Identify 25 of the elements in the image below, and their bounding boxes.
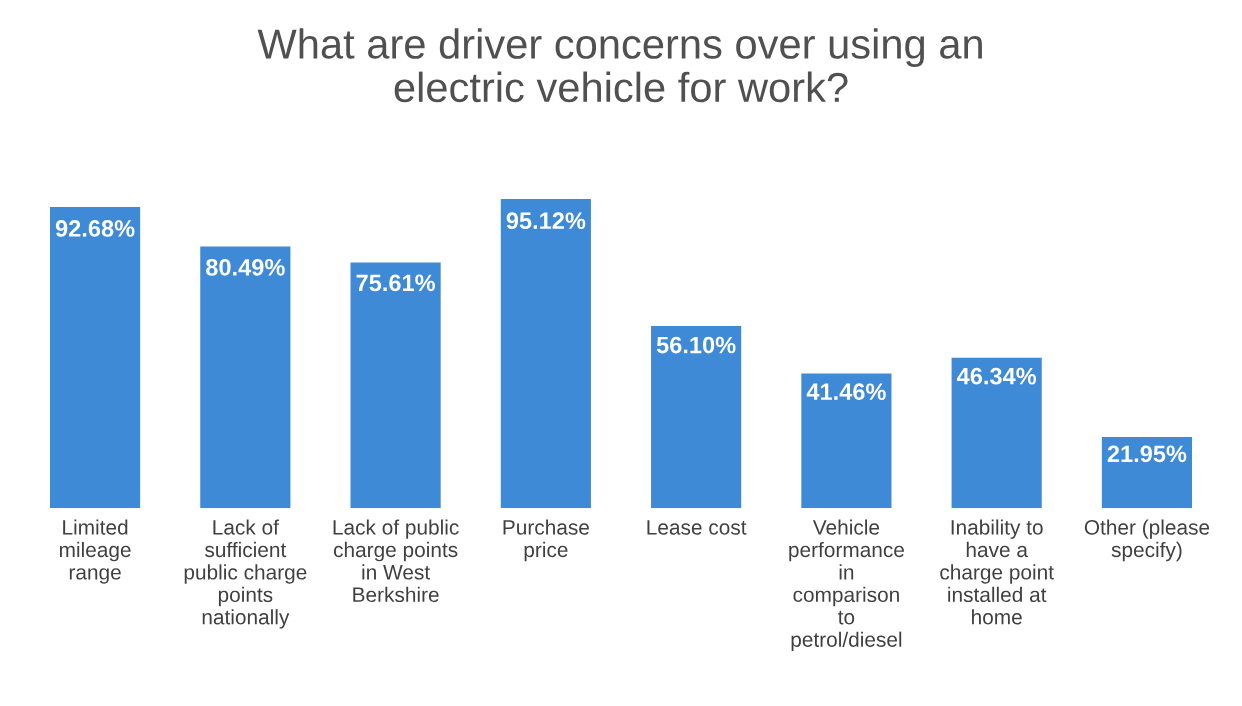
data-label: 41.46%	[806, 383, 886, 401]
bar	[350, 262, 441, 509]
data-label: 21.95%	[1107, 445, 1187, 463]
x-tick-label: Vehicle performance in comparison to petrol/diesel	[789, 519, 904, 652]
bar	[651, 325, 742, 509]
x-tick-label: Other (please specify)	[1084, 519, 1210, 562]
bar	[951, 357, 1042, 509]
x-tick-label: Inability to have a charge point installed at home	[940, 519, 1054, 625]
bar	[801, 373, 892, 509]
data-label: 75.61%	[356, 274, 436, 292]
x-tick-label: Limited mileage range	[59, 519, 131, 584]
data-label: 92.68%	[55, 220, 135, 237]
data-label: 80.49%	[206, 258, 285, 276]
bar	[500, 199, 591, 509]
bar	[1101, 436, 1193, 509]
x-tick-label: Lease cost	[647, 520, 747, 535]
data-label: 56.10%	[656, 336, 736, 354]
x-tick-label: Lack of sufficient public charge points nationally	[184, 519, 307, 629]
bar	[200, 246, 291, 509]
bar	[49, 206, 141, 509]
x-tick-label: Lack of public charge points in West Berkshire	[333, 519, 459, 603]
data-label: 46.34%	[956, 367, 1037, 385]
x-tick-label: Purchase price	[503, 519, 589, 562]
chart-title: What are driver concerns over using an electric vehicle for work?	[257, 28, 982, 103]
data-label: 95.12%	[506, 212, 586, 230]
